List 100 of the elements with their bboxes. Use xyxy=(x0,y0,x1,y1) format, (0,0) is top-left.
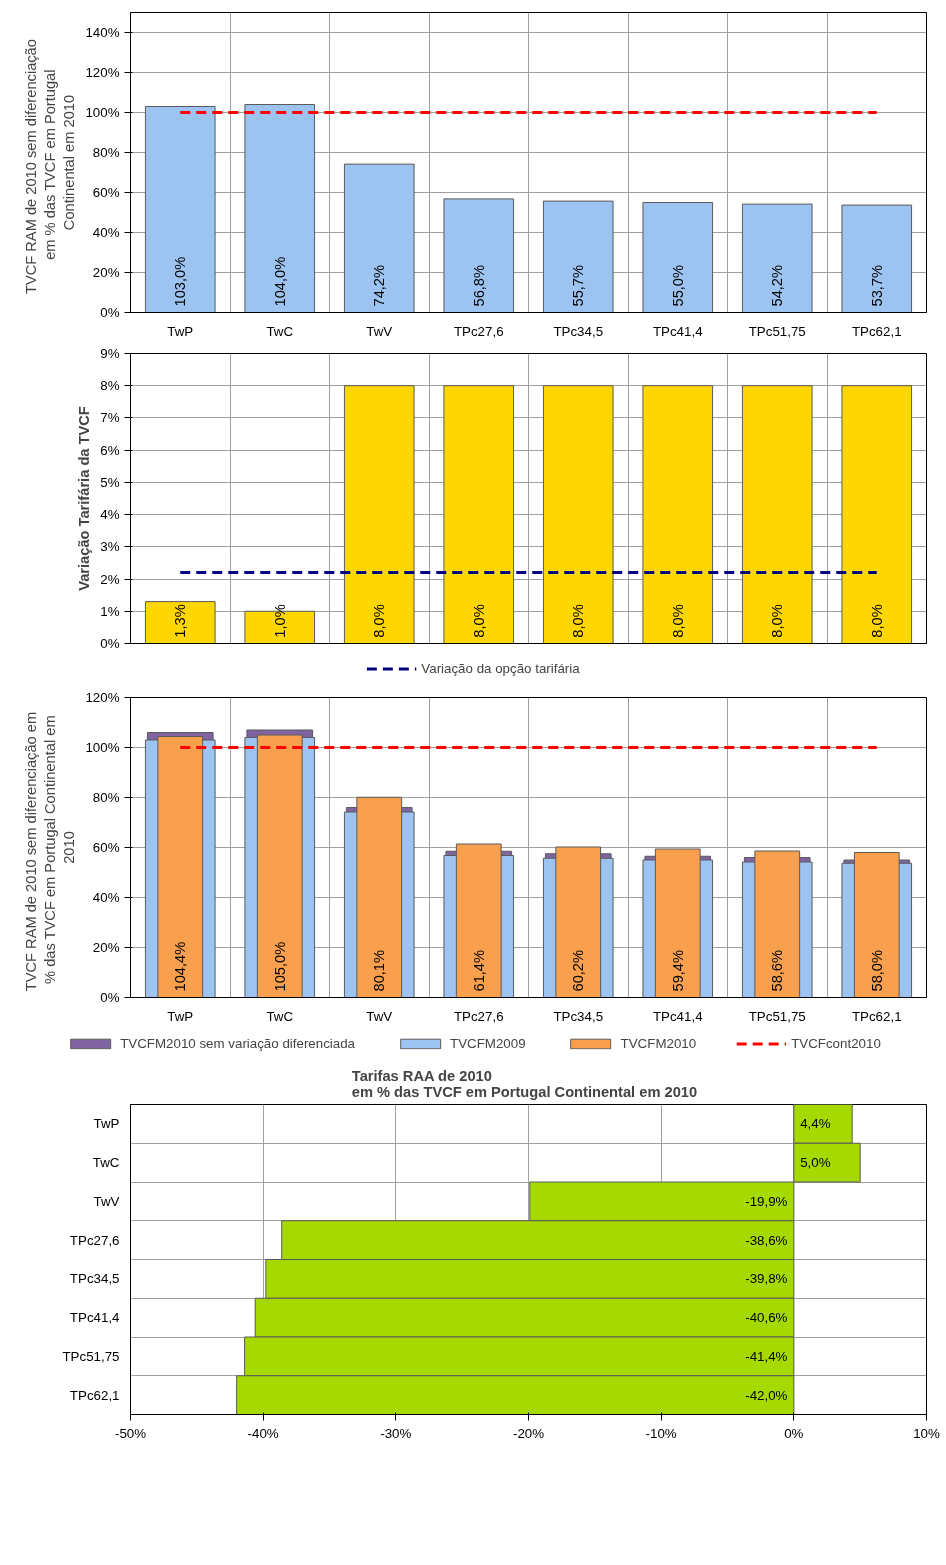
data-label: 55,0% xyxy=(669,264,686,307)
x-tick-label: TwC xyxy=(266,1008,294,1024)
y-tick-label: 0% xyxy=(100,636,120,651)
x-tick-label: TwP xyxy=(167,323,194,339)
data-label: 1,0% xyxy=(271,604,288,638)
legend-label: TVCFcont2010 xyxy=(791,1035,881,1051)
bar xyxy=(343,163,415,313)
data-label: -38,6% xyxy=(745,1232,788,1248)
x-tick-label: 10% xyxy=(913,1425,940,1441)
data-label: 8,0% xyxy=(669,604,686,638)
y-tick-label: 6% xyxy=(100,442,120,458)
x-tick-label: TPc51,75 xyxy=(748,1008,806,1024)
data-label: -41,4% xyxy=(745,1348,788,1364)
y-tick-label: 60% xyxy=(92,185,120,200)
x-tick-label: -20% xyxy=(512,1425,545,1441)
y-tick-label: 100% xyxy=(85,740,120,755)
bar xyxy=(841,385,913,644)
y-tick-label: 0% xyxy=(100,990,120,1005)
y-tick-label: 2% xyxy=(100,571,120,587)
y-tick-label: 4% xyxy=(100,507,120,523)
x-tick-label: TPc41,4 xyxy=(652,323,704,339)
data-label: 54,2% xyxy=(769,264,786,307)
chart-title: Tarifas RAA de 2010 em % das TVCF em Portugal Continental em 2010 xyxy=(351,1067,698,1100)
y-tick-label: 40% xyxy=(92,890,120,905)
y-tick-label: TwP xyxy=(93,1116,120,1132)
data-label: 103,0% xyxy=(172,256,189,307)
x-tick-label: TPc62,1 xyxy=(851,323,902,339)
data-label: 8,0% xyxy=(570,604,587,638)
data-label: 59,4% xyxy=(669,949,686,992)
x-tick-label: TwP xyxy=(167,1008,194,1024)
bar xyxy=(144,601,216,644)
x-tick-label: TPc62,1 xyxy=(851,1008,902,1024)
y-tick-label: 3% xyxy=(100,539,120,555)
y-tick-label: 5% xyxy=(100,474,120,490)
data-label: 55,7% xyxy=(570,264,587,307)
x-tick-label: -40% xyxy=(247,1425,279,1441)
bar xyxy=(443,198,515,313)
y-tick-label: 140% xyxy=(85,25,120,40)
data-label: 53,7% xyxy=(868,264,885,307)
bar xyxy=(741,385,813,644)
x-tick-label: TwC xyxy=(266,323,294,339)
x-tick-label: TPc51,75 xyxy=(748,323,806,339)
x-tick-label: 0% xyxy=(784,1425,804,1441)
y-tick-label: TPc41,4 xyxy=(69,1310,121,1326)
bar xyxy=(642,385,714,644)
x-tick-label: -10% xyxy=(645,1425,677,1441)
y-tick-label: 80% xyxy=(92,790,120,805)
data-label: 80,1% xyxy=(371,949,388,992)
y-tick-label: 100% xyxy=(85,105,120,120)
x-tick-label: TPc27,6 xyxy=(453,323,504,339)
data-label: -19,9% xyxy=(745,1193,788,1209)
data-label: 74,2% xyxy=(371,264,388,307)
y-tick-label: TwV xyxy=(93,1193,120,1209)
bar xyxy=(542,385,614,644)
bar xyxy=(642,202,714,313)
data-label: 1,3% xyxy=(172,604,189,638)
bar xyxy=(841,204,913,313)
data-label: 5,0% xyxy=(800,1155,831,1171)
x-tick-label: TPc34,5 xyxy=(553,1008,604,1024)
bar xyxy=(144,106,216,313)
data-label: 104,4% xyxy=(172,941,189,992)
data-label: 60,2% xyxy=(570,949,587,992)
y-tick-label: 60% xyxy=(92,840,120,855)
data-label: 56,8% xyxy=(470,264,487,307)
data-label: 4,4% xyxy=(800,1116,831,1132)
data-label: 58,0% xyxy=(868,949,885,992)
y-tick-label: 20% xyxy=(92,940,120,955)
data-label: 58,6% xyxy=(769,949,786,992)
y-tick-label: 80% xyxy=(92,145,120,160)
data-label: -40,6% xyxy=(745,1310,788,1326)
y-tick-label: 1% xyxy=(100,603,120,619)
y-tick-label: 0% xyxy=(100,305,120,320)
x-tick-label: TPc27,6 xyxy=(453,1008,504,1024)
x-tick-label: -30% xyxy=(380,1425,412,1441)
data-label: 8,0% xyxy=(371,604,388,638)
y-tick-label: 120% xyxy=(85,690,120,705)
data-label: 8,0% xyxy=(769,604,786,638)
y-tick-label: 120% xyxy=(85,65,120,80)
data-label: 104,0% xyxy=(271,256,288,307)
y-tick-label: 20% xyxy=(92,265,120,280)
x-tick-label: -50% xyxy=(114,1425,147,1441)
bar xyxy=(244,104,316,313)
y-tick-label: TPc51,75 xyxy=(62,1348,120,1364)
x-tick-label: TPc41,4 xyxy=(652,1008,704,1024)
legend-label: Variação da opção tarifária xyxy=(421,660,580,676)
bar xyxy=(443,385,515,644)
y-tick-label: 8% xyxy=(100,378,120,394)
x-tick-label: TwV xyxy=(366,323,393,339)
bar xyxy=(741,203,813,313)
y-axis-title: TVCF RAM de 2010 sem diferenciação em % das TVCF em Portugal Continental em 2010 xyxy=(23,711,78,992)
data-label: -39,8% xyxy=(745,1271,788,1287)
y-axis-title: TVCF RAM de 2010 sem diferenciação em % das TVCF em Portugal Continental em 2010 xyxy=(23,39,78,295)
y-tick-label: TPc34,5 xyxy=(69,1271,120,1287)
data-label: 8,0% xyxy=(868,604,885,638)
y-tick-label: TwC xyxy=(92,1155,120,1171)
y-axis-title: Variação Tarifária da TVCF xyxy=(76,406,93,591)
y-tick-label: 7% xyxy=(100,410,120,426)
legend-label: TVCFM2009 xyxy=(450,1035,526,1051)
data-label: 61,4% xyxy=(470,949,487,992)
y-tick-label: TPc27,6 xyxy=(69,1232,120,1248)
